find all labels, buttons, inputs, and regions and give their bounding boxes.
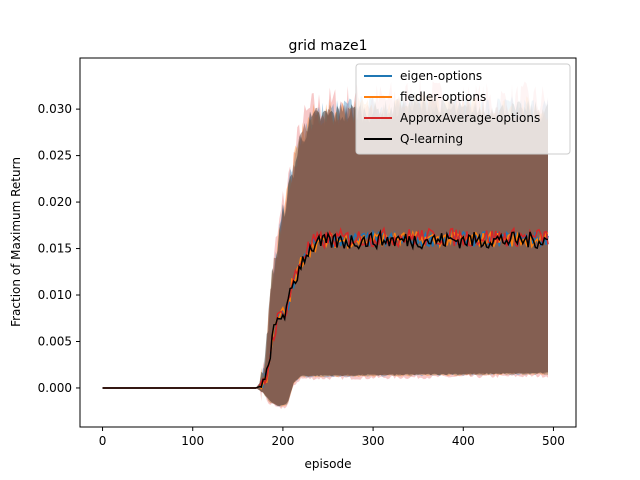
- legend-label: Q-learning: [400, 132, 463, 146]
- y-tick-label: 0.025: [38, 149, 72, 163]
- line-q-learning: [102, 229, 549, 389]
- legend: eigen-options fiedler-options ApproxAverag…: [355, 63, 571, 155]
- legend-label: eigen-options: [400, 69, 482, 83]
- chart-title: grid maze1: [289, 38, 368, 54]
- x-tick-label: 100: [181, 434, 204, 448]
- series-lines: [102, 226, 549, 390]
- x-tick-label: 300: [362, 434, 385, 448]
- y-tick-label: 0.005: [38, 334, 72, 348]
- y-axis-label: Fraction of Maximum Return: [9, 157, 23, 327]
- axes-frame: [79, 57, 577, 428]
- x-axis-label: episode: [305, 457, 352, 471]
- x-tick-label: 500: [542, 434, 565, 448]
- x-tick-label: 0: [99, 434, 107, 448]
- axis-ticks: 0 100 200 300 400 500 0.000 0.005 0.010 0.015 0.02…: [38, 102, 565, 448]
- y-tick-label: 0.000: [38, 381, 72, 395]
- legend-label: fiedler-options: [400, 90, 486, 104]
- x-tick-label: 400: [452, 434, 475, 448]
- band-overlap: [102, 97, 548, 406]
- plot-frame: [79, 57, 577, 428]
- y-tick-label: 0.020: [38, 195, 72, 209]
- x-tick-label: 200: [271, 434, 294, 448]
- y-tick-label: 0.010: [38, 288, 72, 302]
- y-tick-label: 0.030: [38, 102, 72, 116]
- y-tick-label: 0.015: [38, 242, 72, 256]
- legend-label: ApproxAverage-options: [400, 111, 540, 125]
- legend-box: [355, 63, 571, 155]
